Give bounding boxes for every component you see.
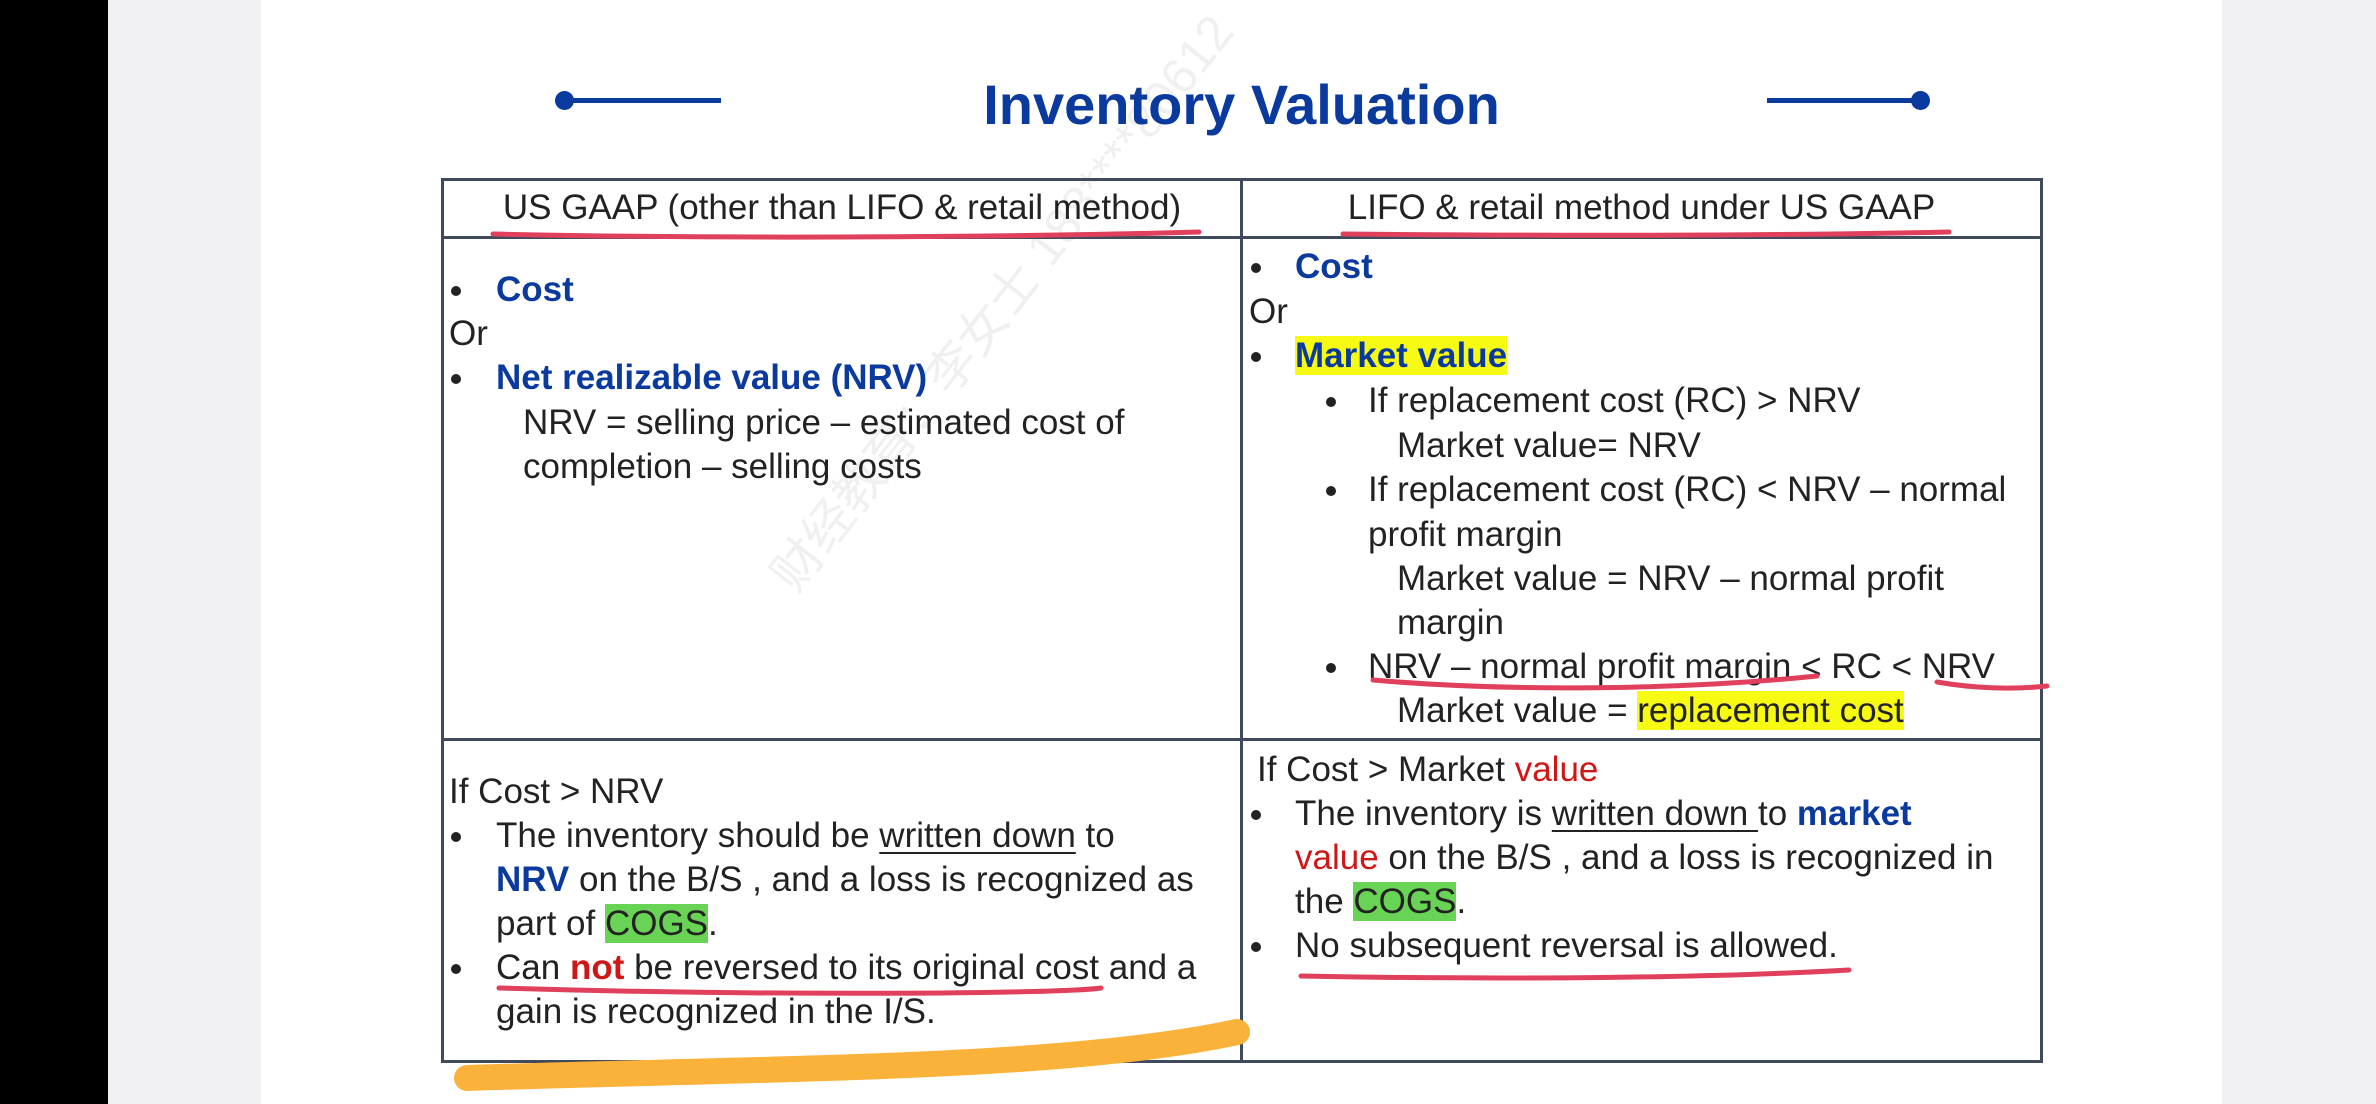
nrv-option: Net realizable value (NRV) (496, 358, 928, 397)
nrv-bold: NRV (496, 860, 570, 899)
cost-option: Cost (1295, 247, 1373, 286)
no-reversal-line2: gain is recognized in the I/S. (496, 992, 936, 1031)
writedown-line1: The inventory should be written down to (496, 814, 1115, 858)
table-border-right (2040, 178, 2043, 1063)
table-border-left (441, 178, 444, 1063)
bullet-dot (1326, 486, 1336, 496)
bullet-dot (451, 832, 461, 842)
cost-option: Cost (496, 270, 574, 309)
rc-greater-nrv: If replacement cost (RC) > NRV (1368, 381, 1861, 420)
bullet-dot (451, 286, 461, 296)
bullet-dot (1326, 397, 1336, 407)
no-reversal-underline (1298, 967, 1852, 981)
cogs-highlight: COGS (1353, 882, 1457, 921)
text-run: . (708, 904, 718, 943)
text-run: Can (496, 948, 570, 987)
no-subsequent-reversal: No subsequent reversal is allowed. (1295, 926, 1838, 965)
replacement-cost-highlight: replacement cost (1637, 691, 1904, 730)
written-down-underlined: written down (879, 816, 1076, 855)
rc-less-result-line1: Market value = NRV – normal profit (1397, 559, 1944, 598)
value-red: value (1514, 750, 1599, 789)
rc-between-result: Market value = replacement cost (1397, 689, 1904, 733)
value-red: value (1295, 838, 1379, 877)
text-run: to (1075, 816, 1115, 855)
text-run: . (1456, 882, 1467, 921)
text-run: to (1758, 794, 1797, 833)
text-run: If Cost > Market (1257, 750, 1515, 789)
market-value-option: Market value (1295, 334, 1508, 378)
bullet-dot (451, 964, 461, 974)
text-run: the (1295, 882, 1354, 921)
text-run: on the B/S , and a loss is recognized in (1378, 838, 1994, 877)
left-title-line (563, 98, 721, 103)
bullet-dot (1251, 942, 1261, 952)
right-title-line (1767, 98, 1919, 103)
bullet-dot (1326, 663, 1336, 673)
market-writedown-line2: value on the B/S , and a loss is recogni… (1295, 836, 1993, 880)
writedown-line2: NRV on the B/S , and a loss is recognize… (496, 858, 1194, 902)
left-margin (108, 0, 261, 1104)
header-lifo-retail: LIFO & retail method under US GAAP (1347, 188, 1936, 227)
rc-less-line1: If replacement cost (RC) < NRV – normal (1368, 470, 2007, 509)
bullet-dot (1251, 352, 1261, 362)
bullet-dot (1251, 810, 1261, 820)
header-us-gaap: US GAAP (other than LIFO & retail method… (502, 188, 1182, 227)
cogs-highlight: COGS (604, 904, 709, 943)
market-bold: market (1796, 794, 1912, 833)
market-writedown-line1: The inventory is written down to market (1295, 792, 1912, 836)
slide-title: Inventory Valuation (983, 73, 1500, 136)
writedown-line3: part of COGS. (496, 902, 718, 946)
right-margin (2222, 0, 2376, 1104)
rc-between-result-prefix: Market value = (1397, 691, 1638, 730)
text-run: The inventory is (1295, 794, 1552, 833)
or-label: Or (449, 314, 488, 353)
market-writedown-line3: the COGS. (1295, 880, 1466, 924)
right-line-dot (1911, 91, 1930, 110)
not-bold-red: not (569, 948, 625, 987)
market-value-highlight: Market value (1295, 336, 1508, 375)
or-label: Or (1249, 292, 1288, 331)
rc-between: NRV – normal profit margin < RC < NRV (1368, 647, 1995, 686)
written-down-underlined: written down (1551, 794, 1758, 833)
rc-less-line2: profit margin (1368, 515, 1563, 554)
bullet-dot (451, 374, 461, 384)
condition-cost-gt-market: If Cost > Market value (1257, 748, 1598, 792)
orange-highlight-stroke (454, 1019, 1250, 1091)
rc-greater-nrv-result: Market value= NRV (1397, 426, 1701, 465)
rc-less-result-line2: margin (1397, 603, 1504, 642)
text-run: The inventory should be (496, 816, 880, 855)
bullet-dot (1251, 263, 1261, 273)
nrv-formula-line1: NRV = selling price – estimated cost of (523, 403, 1125, 442)
condition-cost-gt-nrv: If Cost > NRV (449, 772, 664, 811)
table-column-divider (1240, 178, 1243, 1063)
slide: 财经教育：李女士 188****80612 Inventory Valuatio… (261, 0, 2222, 1104)
text-run: part of (496, 904, 605, 943)
no-reversal-line1: Can not be reversed to its original cost… (496, 946, 1196, 990)
text-run: be reversed to its original cost and a (624, 948, 1197, 987)
header-right-underline (1340, 229, 1952, 238)
text-run: on the B/S , and a loss is recognized as (569, 860, 1194, 899)
nrv-formula-line2: completion – selling costs (523, 447, 922, 486)
